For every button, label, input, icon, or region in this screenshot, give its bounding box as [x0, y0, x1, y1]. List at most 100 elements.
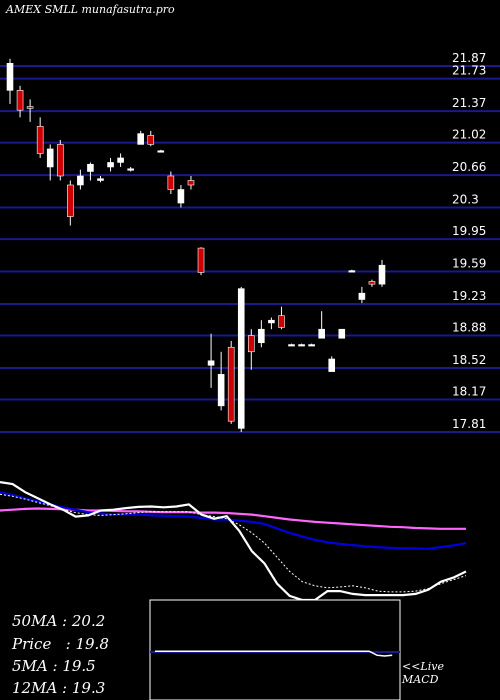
- candle: [107, 157, 114, 172]
- macd-live-label: <<Live MACD: [402, 660, 444, 686]
- candle-body: [97, 178, 104, 181]
- candle: [217, 351, 225, 411]
- candle: [177, 184, 185, 208]
- macd-text: MACD: [402, 673, 439, 686]
- moving-average-panel: [0, 481, 467, 602]
- candle-body: [167, 175, 175, 190]
- candle-body: [358, 292, 366, 300]
- y-tick-label: 21.37: [452, 96, 486, 110]
- candle-body: [368, 281, 376, 285]
- candle-body: [318, 328, 325, 339]
- candle: [147, 130, 155, 147]
- candle: [278, 306, 285, 330]
- y-tick-label: 20.66: [452, 160, 486, 174]
- candle: [26, 99, 34, 122]
- candle: [288, 343, 295, 347]
- candle: [87, 162, 94, 181]
- legend-12ma: 12MA : 19.3: [12, 679, 106, 697]
- candle: [117, 153, 124, 167]
- candle-body: [187, 180, 195, 186]
- candle-body: [157, 150, 165, 153]
- candle-body: [147, 135, 155, 145]
- candle-body: [56, 144, 64, 177]
- macd-panel: [149, 599, 401, 700]
- legend-50ma: 50MA : 20.2: [12, 612, 106, 630]
- candle: [127, 166, 134, 172]
- candle-body: [217, 374, 225, 407]
- candle: [308, 343, 315, 347]
- candle: [227, 340, 235, 424]
- candle-body: [288, 344, 295, 347]
- y-tick-label: 21.02: [452, 128, 486, 142]
- candle: [237, 286, 245, 432]
- legend-price: Price : 19.8: [12, 635, 109, 653]
- y-tick-label: 21.87: [452, 51, 486, 65]
- y-tick-label: 19.95: [452, 224, 486, 238]
- candle: [378, 259, 386, 287]
- candle-body: [328, 358, 336, 372]
- candle-body: [298, 344, 305, 347]
- candle: [36, 117, 44, 158]
- candle: [348, 269, 356, 273]
- candle-body: [6, 62, 14, 91]
- candle-body: [378, 264, 386, 285]
- candle: [77, 169, 84, 190]
- candle-body: [137, 133, 145, 145]
- macd-line: [155, 650, 393, 657]
- y-tick-label: 18.52: [452, 353, 486, 367]
- candle: [56, 139, 64, 181]
- y-tick-label: 19.23: [452, 289, 486, 303]
- y-tick-label: 18.17: [452, 385, 486, 399]
- candle: [258, 320, 265, 348]
- macd-box: [149, 599, 401, 700]
- y-tick-label: 17.81: [452, 417, 486, 431]
- candle-body: [278, 315, 285, 328]
- moving-average-line-ma12: [0, 491, 467, 550]
- candle: [318, 311, 325, 339]
- moving-average-line-ma5: [0, 481, 467, 602]
- candle: [247, 329, 255, 370]
- candle: [46, 144, 54, 181]
- candle-body: [26, 106, 34, 109]
- y-tick-label: 21.73: [452, 64, 486, 78]
- candle-body: [107, 162, 114, 168]
- candle-body: [77, 175, 84, 186]
- candle: [338, 328, 346, 339]
- candle-body: [258, 328, 265, 344]
- candle: [137, 130, 145, 145]
- chart-watermark: AMEX SMLL munafasutra.pro: [6, 3, 175, 16]
- candle-body: [268, 319, 275, 324]
- candle: [97, 175, 104, 183]
- candle-body: [348, 270, 356, 273]
- y-tick-label: 19.59: [452, 257, 486, 271]
- y-tick-label: 20.3: [452, 193, 479, 207]
- candles: [6, 58, 386, 432]
- candle-body: [87, 163, 94, 172]
- candle-body: [177, 189, 185, 204]
- candle: [157, 149, 165, 153]
- candle-body: [127, 168, 134, 171]
- candle: [298, 343, 305, 347]
- candle-body: [237, 288, 245, 429]
- moving-average-line-ma_dotted: [0, 493, 467, 593]
- candle: [207, 333, 215, 388]
- live-text: <<Live: [402, 660, 444, 673]
- legend-5ma: 5MA : 19.5: [12, 657, 96, 675]
- candle-body: [67, 184, 74, 217]
- candle: [6, 58, 14, 104]
- candle: [197, 247, 205, 276]
- candle: [67, 180, 74, 226]
- candle-body: [36, 126, 44, 154]
- candle: [358, 286, 366, 304]
- candle: [268, 317, 275, 330]
- candle: [16, 85, 24, 118]
- candle-body: [247, 335, 255, 353]
- candle-body: [16, 90, 24, 111]
- candle-body: [117, 157, 124, 163]
- candle: [328, 356, 336, 372]
- candle-body: [308, 344, 315, 347]
- candle-body: [227, 346, 235, 422]
- candle: [167, 171, 175, 195]
